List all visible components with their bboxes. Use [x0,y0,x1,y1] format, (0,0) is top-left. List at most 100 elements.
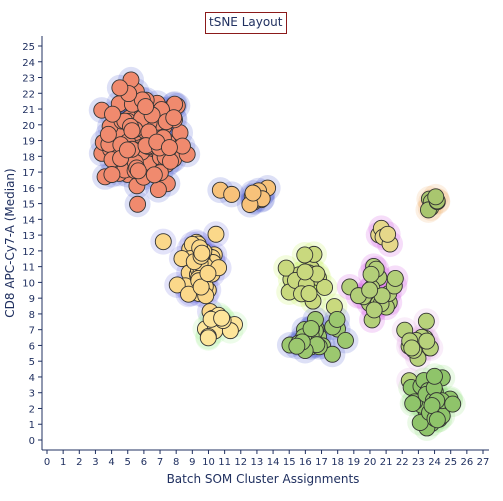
x-ticks: 0 1 2 3 4 5 6 7 8 9 10 11 12 13 14 15 16 17 18 19 20 21 22 23 24… [44,450,490,468]
y-ticks: 0123456789101112131415161718192021222324… [22,42,42,447]
y-tick-label: 24 [22,58,35,69]
data-point [193,244,211,262]
y-tick-label: 9 [29,294,35,305]
data-point [160,139,178,156]
x-tick-label: 4 [108,457,114,468]
x-tick-label: 5 [125,457,131,468]
data-point [104,105,121,123]
x-tick-label: 18 [331,457,344,468]
data-point [316,278,334,296]
y-tick-label: 10 [22,278,35,289]
data-point [103,166,121,183]
x-tick-label: 25 [444,457,457,468]
chart-title: tSNE Layout [205,12,287,34]
data-point [417,312,435,330]
x-tick-label: 27 [477,457,490,468]
y-tick-label: 2 [29,404,35,415]
x-tick-label: 0 [44,457,50,468]
data-point [427,188,445,206]
x-tick-label: 6 [141,457,147,468]
data-point [99,125,117,143]
y-tick-label: 18 [22,152,35,163]
x-tick-label: 24 [428,457,441,468]
x-tick-label: 2 [76,457,82,468]
data-point [123,122,141,140]
data-point [428,411,446,429]
y-tick-label: 3 [29,389,35,400]
data-point [180,285,197,303]
x-tick-label: 1 [60,457,66,468]
x-tick-label: 11 [218,457,231,468]
data-point [168,276,186,294]
data-point [403,339,421,357]
x-tick-label: 22 [396,457,409,468]
y-tick-label: 5 [29,357,35,368]
y-tick-label: 4 [29,373,35,384]
x-tick-label: 10 [202,457,215,468]
y-tick-label: 15 [22,200,35,211]
y-tick-label: 7 [29,326,35,337]
data-point [223,185,241,203]
x-tick-label: 14 [267,457,280,468]
y-tick-label: 1 [29,420,35,431]
data-point [404,395,422,412]
x-tick-label: 20 [364,457,377,468]
x-tick-label: 7 [157,457,163,468]
data-point [137,98,155,116]
data-point [288,337,306,355]
data-point [296,246,314,264]
x-tick-label: 13 [251,457,264,468]
x-tick-label: 16 [299,457,312,468]
data-point [129,195,147,213]
y-axis-label: CD8 APC-Cy7-A (Median) [3,168,17,317]
x-tick-label: 12 [234,457,247,468]
data-point [111,79,129,97]
data-point [361,281,379,299]
data-point [199,329,217,347]
data-point [300,285,318,303]
data-point [244,184,262,202]
data-point [302,320,320,337]
y-tick-label: 13 [22,231,35,242]
data-point [165,109,183,127]
data-point [277,259,295,277]
x-axis-label: Batch SOM Cluster Assignments [167,472,360,486]
y-tick-label: 20 [22,121,35,132]
x-tick-label: 19 [347,457,360,468]
x-tick-label: 15 [283,457,296,468]
y-tick-label: 19 [22,137,35,148]
data-point [444,395,462,413]
y-tick-label: 21 [22,105,35,116]
data-point [145,166,163,184]
data-point [362,265,380,283]
y-tick-label: 11 [22,263,35,274]
data-point [296,263,314,281]
x-tick-label: 26 [460,457,473,468]
x-tick-label: 17 [315,457,328,468]
data-point [119,141,136,159]
data-point [207,225,225,243]
x-tick-label: 3 [92,457,98,468]
data-point [213,309,231,327]
x-tick-label: 9 [189,457,195,468]
data-point [423,397,441,415]
data-point [192,278,210,296]
data-points [93,71,462,437]
data-point [365,301,383,319]
y-tick-label: 14 [22,215,35,226]
y-tick-label: 23 [22,74,35,85]
x-tick-label: 21 [380,457,393,468]
data-point [323,345,341,363]
x-tick-label: 23 [412,457,425,468]
data-point [379,225,397,243]
y-tick-label: 0 [29,436,35,447]
data-point [154,233,172,251]
data-point [418,332,436,350]
data-point [129,162,147,180]
y-tick-label: 17 [22,168,35,179]
y-tick-label: 16 [22,184,35,195]
y-tick-label: 8 [29,310,35,321]
data-point [199,265,217,282]
y-tick-label: 12 [22,247,35,258]
